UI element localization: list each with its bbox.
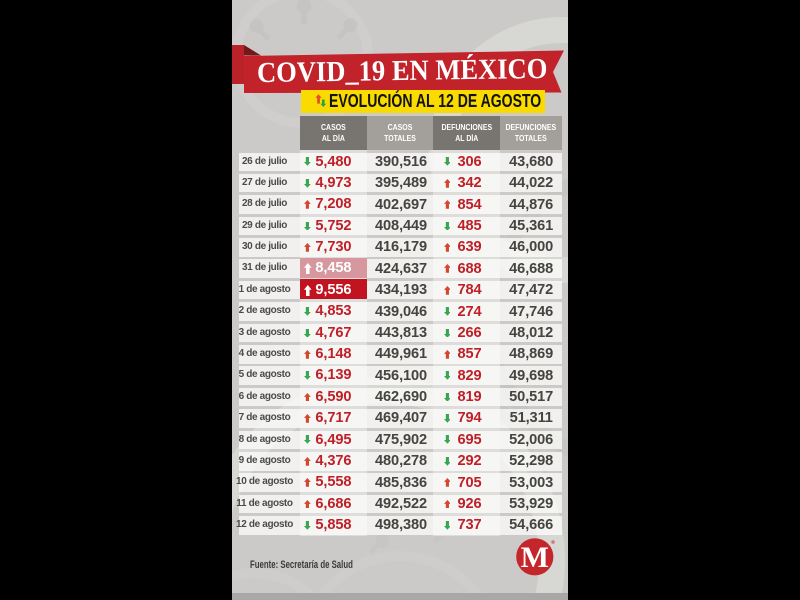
- svg-text:M: M: [520, 541, 548, 574]
